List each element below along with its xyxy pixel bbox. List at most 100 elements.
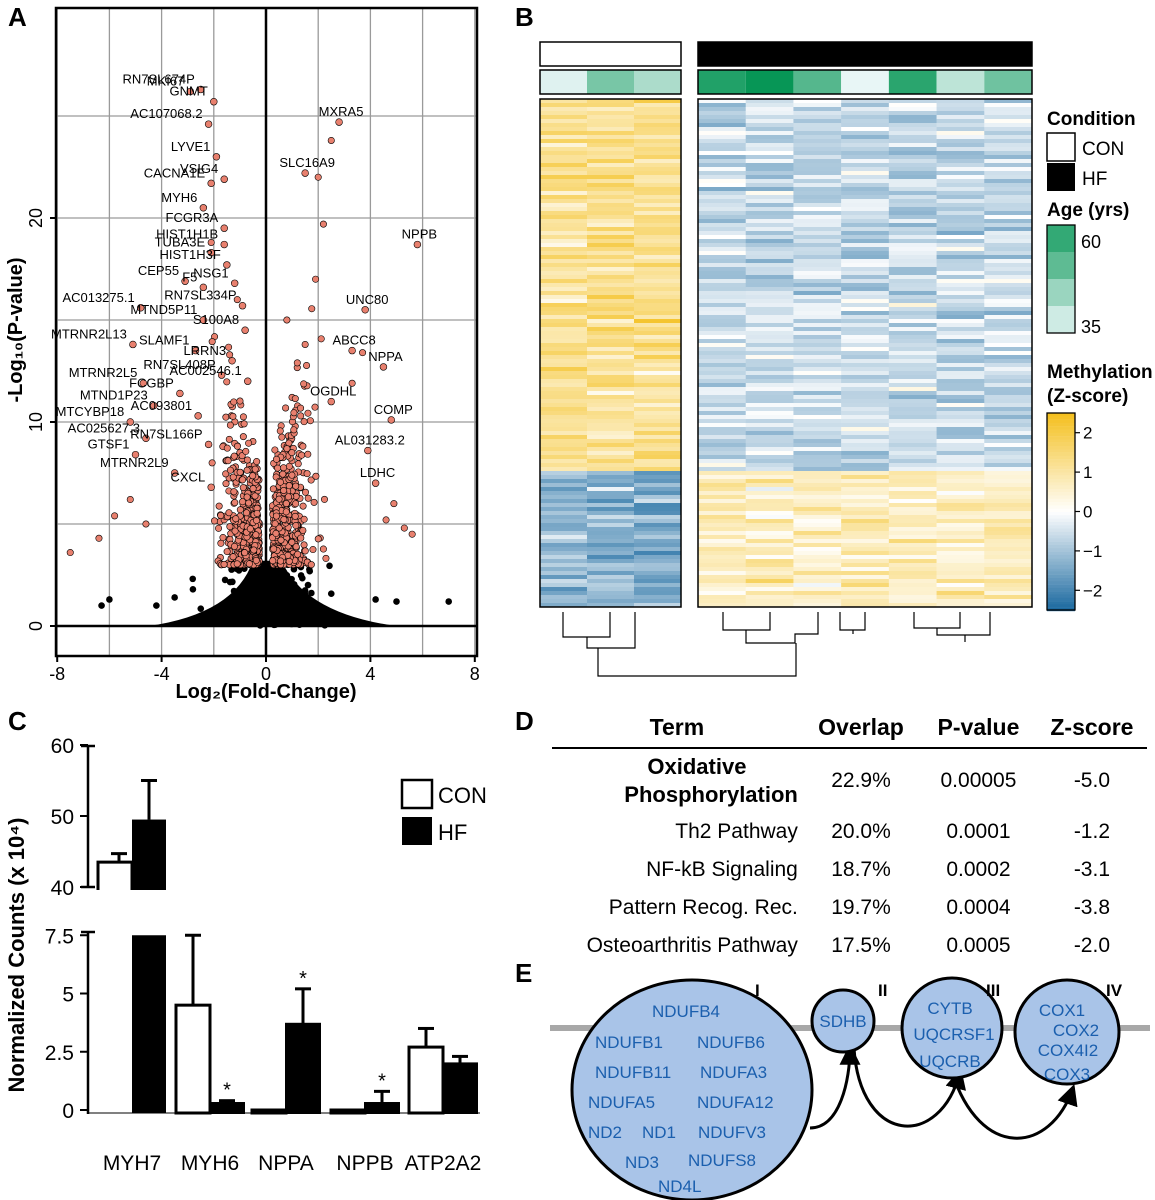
heatmap-cell xyxy=(698,359,747,364)
labeled-point xyxy=(212,153,221,161)
heatmap-cell xyxy=(984,387,1033,392)
heatmap-cell xyxy=(793,595,842,600)
heatmap-cell xyxy=(793,119,842,124)
heatmap-cell xyxy=(698,231,747,236)
overlap-cell: 22.9% xyxy=(831,769,891,792)
heatmap-cell xyxy=(888,135,937,140)
heatmap-cell xyxy=(745,363,794,368)
heatmap-cell xyxy=(936,175,985,180)
heatmap-cell xyxy=(793,375,842,380)
heatmap-cell xyxy=(634,207,682,212)
heatmap-cell xyxy=(540,395,588,400)
heatmap-cell xyxy=(841,103,890,108)
x-tick-label: ATP2A2 xyxy=(405,1152,482,1175)
heatmap-cell xyxy=(745,587,794,592)
heatmap-cell xyxy=(634,287,682,292)
labeled-point xyxy=(204,440,213,449)
heatmap-cell xyxy=(745,543,794,548)
significant-point xyxy=(208,459,216,467)
heatmap-cell xyxy=(888,371,937,376)
heatmap-cell xyxy=(745,239,794,244)
heatmap-cell xyxy=(745,367,794,372)
heatmap-cell xyxy=(634,447,682,452)
heatmap-cell xyxy=(698,483,747,488)
heatmap-cell xyxy=(587,163,635,168)
heatmap-cell xyxy=(698,159,747,164)
pvalue-cell: 0.00005 xyxy=(940,769,1017,792)
significant-point xyxy=(276,427,284,435)
heatmap-cell xyxy=(698,179,747,184)
heatmap-cell xyxy=(698,487,747,492)
heatmap-cell xyxy=(540,571,588,576)
significant-point xyxy=(243,456,251,464)
complex-i-numeral: I xyxy=(755,981,760,1000)
heatmap-cell xyxy=(984,439,1033,444)
heatmap-cell xyxy=(841,299,890,304)
nonsignificant-point xyxy=(257,605,265,613)
legend-gradient-step xyxy=(1047,554,1075,559)
heatmap-cell xyxy=(984,519,1033,524)
heatmap-cell xyxy=(698,219,747,224)
zscore-cell: -5.0 xyxy=(1073,769,1110,792)
heatmap-cell xyxy=(793,467,842,472)
heatmap-cell xyxy=(793,303,842,308)
heatmap-cell xyxy=(698,267,747,272)
legend-age-tick: 35 xyxy=(1081,317,1101,337)
significant-point xyxy=(319,220,327,228)
significant-point xyxy=(66,549,74,557)
heatmap-cell xyxy=(936,419,985,424)
nonsignificant-point xyxy=(240,592,247,599)
heatmap-cell xyxy=(841,155,890,160)
gene-label: COX2 xyxy=(1053,1021,1099,1040)
heatmap-cell xyxy=(745,307,794,312)
heatmap-cell xyxy=(540,243,588,248)
heatmap-cell xyxy=(936,443,985,448)
heatmap-cell xyxy=(634,143,682,148)
heatmap-cell xyxy=(793,143,842,148)
heatmap-cell xyxy=(888,531,937,536)
heatmap-cell xyxy=(745,187,794,192)
heatmap-cell xyxy=(936,291,985,296)
heatmap-cell xyxy=(540,471,588,476)
legend-gradient-step xyxy=(1047,528,1075,532)
heatmap-cell xyxy=(587,435,635,440)
heatmap-cell xyxy=(698,527,747,532)
heatmap-cell xyxy=(841,127,890,132)
heatmap-cell xyxy=(984,223,1033,228)
legend-gradient-step xyxy=(1047,594,1075,598)
heatmap-cell xyxy=(587,583,635,588)
x-tick-label: MYH6 xyxy=(181,1152,239,1175)
heatmap-cell xyxy=(984,127,1033,132)
heatmap-cell xyxy=(634,319,682,324)
heatmap-cell xyxy=(841,507,890,512)
heatmap-cell xyxy=(745,519,794,524)
heatmap-cell xyxy=(888,167,937,172)
heatmap-cell xyxy=(634,475,682,480)
heatmap-cell xyxy=(587,507,635,512)
heatmap-cell xyxy=(540,575,588,580)
heatmap-cell xyxy=(984,287,1033,292)
heatmap-cell xyxy=(841,291,890,296)
heatmap-cell xyxy=(793,131,842,136)
legend-gradient-step xyxy=(1047,422,1075,427)
legend-gradient-step xyxy=(1047,462,1075,466)
heatmap-cell xyxy=(698,579,747,584)
heatmap-cell xyxy=(984,423,1033,428)
heatmap-cell xyxy=(745,247,794,252)
pvalue-cell: 0.0001 xyxy=(946,820,1011,843)
heatmap-cell xyxy=(540,111,588,116)
heatmap-cell xyxy=(745,99,794,104)
heatmap-cell xyxy=(793,147,842,152)
heatmap-cell xyxy=(936,351,985,356)
heatmap-cell xyxy=(634,163,682,168)
complex-iii: III CYTB UQCRSF1 UQCRB xyxy=(900,976,1004,1080)
heatmap-cell xyxy=(888,131,937,136)
heatmap-cell xyxy=(841,99,890,104)
age-bar-frame xyxy=(697,69,1033,95)
point-label: FCGR3A xyxy=(166,210,219,225)
point-label: MXRA5 xyxy=(319,104,364,119)
labeled-point xyxy=(379,363,388,371)
heatmap-cell xyxy=(745,271,794,276)
heatmap-cell xyxy=(745,527,794,532)
heatmap-cell xyxy=(793,111,842,116)
